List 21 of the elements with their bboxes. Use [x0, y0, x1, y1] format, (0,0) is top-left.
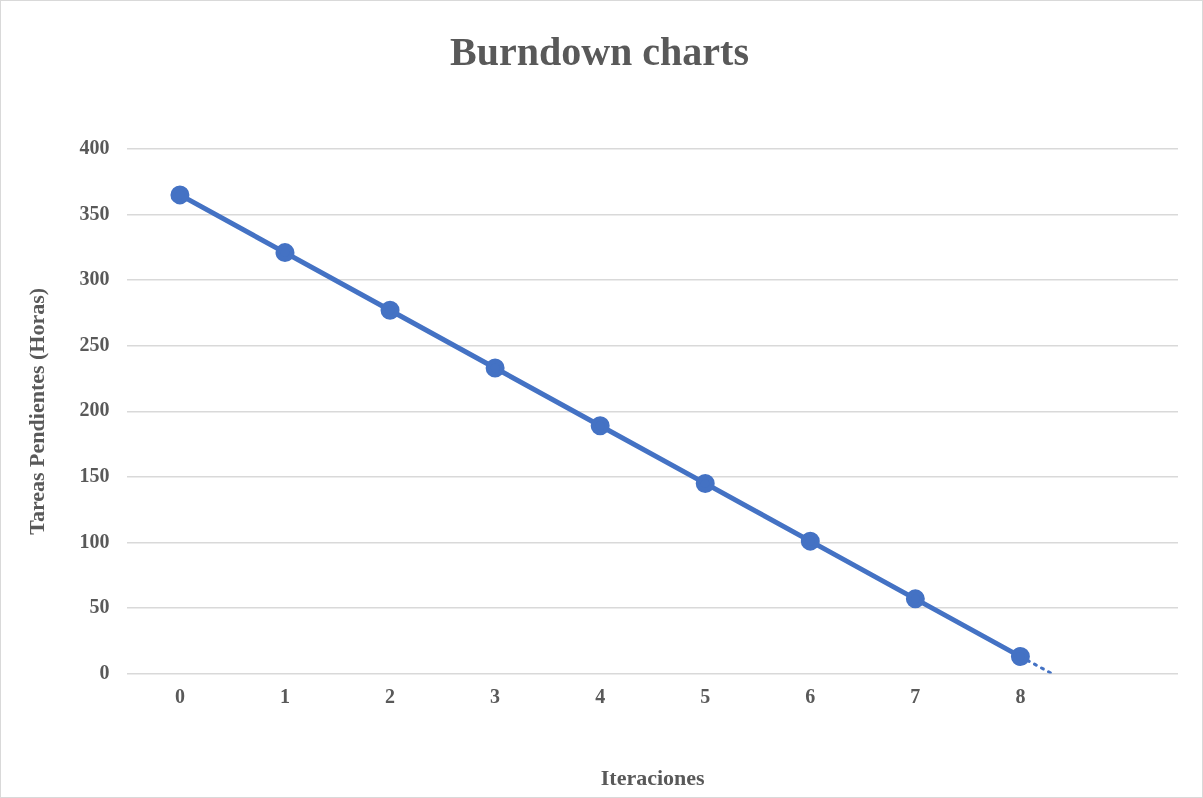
x-tick-label: 1 [279, 684, 290, 707]
y-tick-label: 0 [99, 660, 110, 683]
x-tick-label: 6 [805, 684, 816, 707]
y-tick-label: 200 [79, 398, 110, 421]
chart-title: Burndown charts [450, 29, 749, 75]
x-tick-label: 3 [490, 684, 501, 707]
x-tick-label: 8 [1015, 684, 1026, 707]
y-tick-label: 150 [79, 464, 110, 487]
y-tick-label: 100 [79, 529, 110, 552]
y-tick-label: 350 [79, 201, 110, 224]
x-tick-label: 7 [910, 684, 921, 707]
y-tick-label: 250 [79, 332, 110, 355]
y-tick-label: 50 [89, 595, 110, 618]
x-axis-title: Iteraciones [600, 765, 706, 791]
y-tick-label: 300 [79, 267, 110, 290]
x-tick-label: 2 [385, 684, 396, 707]
y-tick-label: 400 [79, 136, 110, 159]
y-axis-title: Tareas Pendientes (Horas) [23, 287, 49, 535]
x-tick-label: 5 [700, 684, 711, 707]
x-tick-label: 4 [595, 684, 606, 707]
x-tick-label: 0 [174, 684, 185, 707]
